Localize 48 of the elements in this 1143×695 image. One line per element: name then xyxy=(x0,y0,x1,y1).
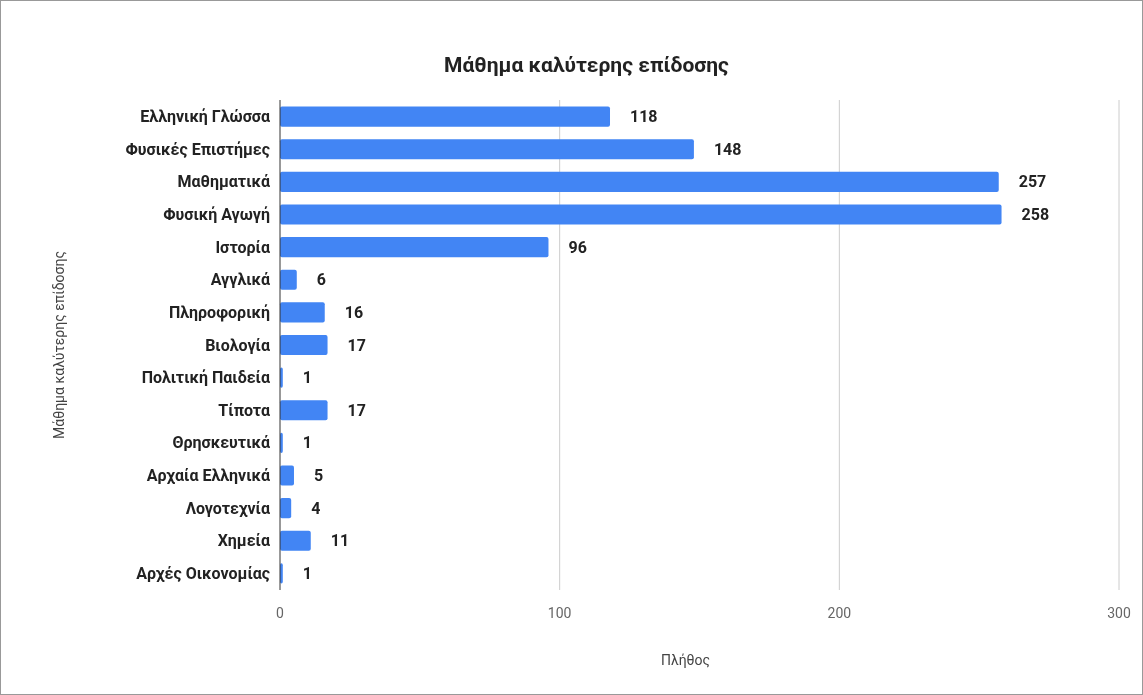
bar xyxy=(280,269,297,290)
bar xyxy=(280,302,325,323)
data-label: 17 xyxy=(347,400,366,420)
bar xyxy=(280,204,1002,225)
y-tick-label: Θρησκευτικά xyxy=(172,433,270,453)
bar xyxy=(280,106,611,127)
data-label: 4 xyxy=(311,498,321,518)
y-tick-label: Ελληνική Γλώσσα xyxy=(140,107,270,127)
bar xyxy=(280,530,311,551)
y-tick-label: Πληροφορική xyxy=(168,302,270,322)
bar xyxy=(280,237,549,258)
y-axis-title: Μάθημα καλύτερης επίδοσης xyxy=(51,251,67,439)
y-tick-label: Χημεία xyxy=(217,531,270,551)
data-label: 16 xyxy=(344,302,364,322)
x-tick-label: 0 xyxy=(276,605,285,621)
bar xyxy=(280,139,694,160)
y-tick-label: Αρχές Οικονομίας xyxy=(136,563,270,583)
data-label: 1 xyxy=(302,368,312,388)
x-axis-title: Πλήθος xyxy=(660,652,711,668)
data-label: 11 xyxy=(330,531,350,551)
data-label: 258 xyxy=(1021,205,1050,225)
x-tick-label: 200 xyxy=(827,605,852,621)
data-label: 257 xyxy=(1018,172,1047,192)
bar xyxy=(280,171,999,192)
y-tick-label: Πολιτική Παιδεία xyxy=(141,368,270,388)
y-tick-label: Μαθηματικά xyxy=(177,172,270,192)
bar xyxy=(280,334,328,356)
y-tick-label: Βιολογία xyxy=(205,335,270,355)
data-label: 6 xyxy=(316,270,326,290)
y-tick-label: Αγγλικά xyxy=(210,270,270,290)
y-tick-label: Φυσικές Επιστήμες xyxy=(125,139,270,159)
bar xyxy=(280,465,294,486)
chart-title: Μάθημα καλύτερης επίδοσης xyxy=(444,53,730,77)
x-tick-label: 300 xyxy=(1107,605,1131,621)
y-tick-label: Λογοτεχνία xyxy=(185,498,270,518)
y-tick-label: Ιστορία xyxy=(215,237,270,257)
y-tick-label: Φυσική Αγωγή xyxy=(163,205,270,225)
data-label: 96 xyxy=(568,237,587,257)
data-label: 148 xyxy=(713,139,742,159)
bar xyxy=(280,400,328,421)
x-tick-label: 100 xyxy=(547,605,572,621)
y-tick-label: Αρχαία Ελληνικά xyxy=(146,466,270,486)
data-label: 17 xyxy=(347,335,366,355)
data-label: 5 xyxy=(313,466,324,486)
data-label: 1 xyxy=(302,563,312,583)
data-label: 1 xyxy=(302,433,312,453)
data-label: 118 xyxy=(630,107,658,127)
y-tick-label: Τίποτα xyxy=(218,400,270,420)
